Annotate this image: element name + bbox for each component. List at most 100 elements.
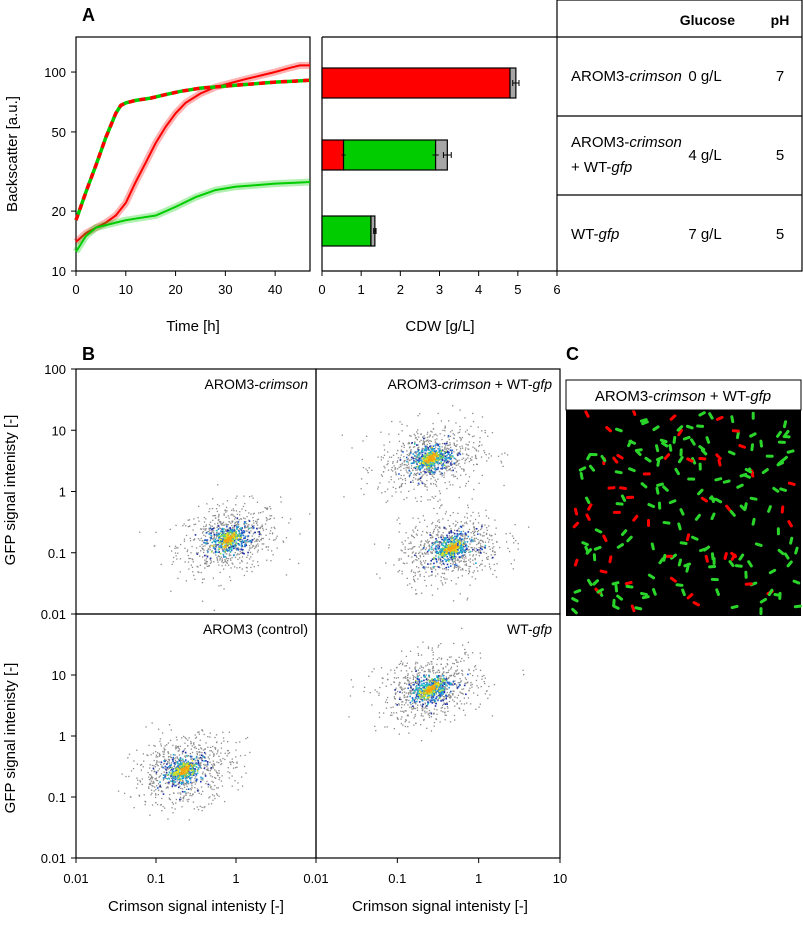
flow-density-point	[157, 787, 159, 789]
flow-point	[239, 511, 240, 512]
flow-point	[228, 753, 229, 754]
flow-point	[190, 538, 191, 539]
flow-point	[491, 535, 492, 536]
flow-density-point	[427, 453, 429, 455]
flow-point	[422, 436, 423, 437]
flow-point	[261, 538, 262, 539]
flow-density-point	[180, 761, 182, 763]
flow-point	[436, 435, 437, 436]
flow-point	[438, 670, 439, 671]
flow-density-point	[409, 475, 411, 477]
flow-point	[408, 464, 409, 465]
flow-density-point	[188, 774, 190, 776]
flow-point	[215, 554, 216, 555]
flow-point	[406, 532, 407, 533]
flow-point	[483, 675, 484, 676]
flow-point	[193, 763, 194, 764]
flow-density-point	[231, 547, 233, 549]
flow-point	[460, 701, 461, 702]
flow-point	[137, 764, 138, 765]
flow-point	[143, 753, 144, 754]
flow-point	[206, 766, 207, 767]
flow-point	[433, 498, 434, 499]
flow-density-point	[459, 543, 461, 545]
flow-point	[154, 771, 155, 772]
flow-density-point	[182, 777, 184, 779]
flow-scatter-points	[342, 405, 530, 601]
flow-point	[466, 513, 467, 514]
flow-density-point	[188, 761, 190, 763]
flow-point	[176, 547, 177, 548]
flow-point	[501, 462, 502, 463]
flow-density-point	[470, 551, 472, 553]
flow-point	[498, 456, 499, 457]
flow-density-point	[442, 544, 444, 546]
flow-point	[494, 564, 495, 565]
flow-point	[239, 562, 240, 563]
flow-point	[148, 745, 149, 746]
flow-point	[187, 799, 188, 800]
flow-point	[457, 697, 458, 698]
flow-point	[417, 439, 418, 440]
flow-point	[262, 549, 263, 550]
flow-point	[465, 449, 466, 450]
flow-point	[437, 534, 438, 535]
flow-point	[473, 533, 474, 534]
flow-point	[448, 448, 449, 449]
flow-point	[397, 691, 398, 692]
flow-point	[377, 457, 378, 458]
flow-point	[167, 761, 168, 762]
flow-point	[377, 488, 378, 489]
flow-point	[469, 570, 470, 571]
flow-density-point	[411, 442, 413, 444]
flow-density-point	[459, 537, 461, 539]
flow-point	[454, 445, 455, 446]
flow-point	[229, 576, 230, 577]
flow-density-point	[166, 772, 168, 774]
flow-point	[444, 451, 445, 452]
flow-point	[383, 445, 384, 446]
flow-density-point	[429, 534, 431, 536]
flow-point	[467, 454, 468, 455]
flow-point	[213, 544, 214, 545]
flow-point	[405, 552, 406, 553]
flow-point	[234, 566, 235, 567]
flow-density-point	[421, 451, 423, 453]
flow-point	[218, 516, 219, 517]
flow-panel: AROM3-crimson + WT-gfp	[316, 369, 560, 614]
flow-density-point	[456, 537, 458, 539]
flow-point	[262, 528, 263, 529]
flow-density-point	[259, 533, 261, 535]
flow-point	[454, 680, 455, 681]
flow-point	[212, 508, 213, 509]
flow-density-point	[418, 449, 420, 451]
table-row-ph: 5	[776, 147, 784, 164]
flow-point	[188, 555, 189, 556]
flow-density-point	[446, 539, 448, 541]
flow-density-point	[447, 453, 449, 455]
flow-point	[203, 526, 204, 527]
flow-point	[468, 552, 469, 553]
flow-point	[412, 675, 413, 676]
flow-point	[456, 440, 457, 441]
flow-point	[153, 753, 154, 754]
flow-point	[235, 750, 236, 751]
flow-density-point	[219, 546, 221, 548]
flow-density-point	[456, 565, 458, 567]
flow-point	[401, 661, 402, 662]
flow-point	[224, 515, 225, 516]
flow-point	[518, 549, 519, 550]
flow-point	[366, 483, 367, 484]
flow-density-point	[457, 546, 459, 548]
flow-point	[494, 554, 495, 555]
flow-point	[482, 416, 483, 417]
flow-point	[415, 527, 416, 528]
flow-point	[189, 795, 190, 796]
flow-point	[450, 515, 451, 516]
flow-point	[230, 580, 231, 581]
flow-point	[153, 765, 154, 766]
flow-point	[155, 532, 156, 533]
flow-density-point	[427, 447, 429, 449]
flow-point	[442, 695, 443, 696]
